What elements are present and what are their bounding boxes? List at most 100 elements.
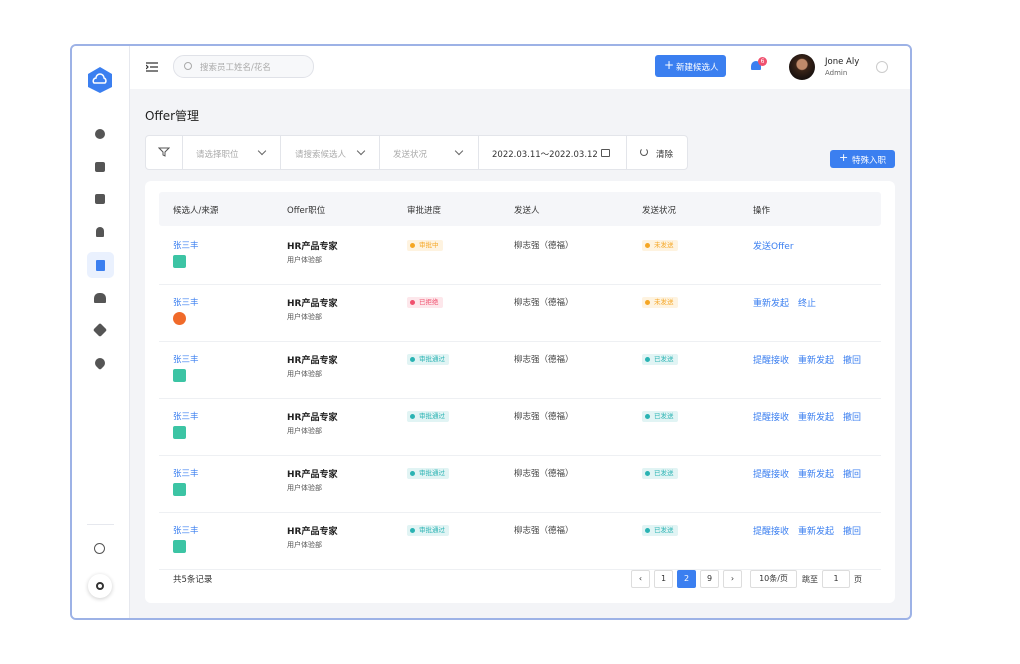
action-link[interactable]: 提醒接收	[753, 413, 790, 423]
nav-user[interactable]	[96, 227, 104, 237]
jump-input[interactable]: 1	[822, 570, 850, 588]
notification-badge: 6	[758, 57, 767, 66]
candidate-name[interactable]: 张三丰	[173, 412, 199, 422]
status-badge: 审批通过	[407, 468, 449, 479]
status-badge: 审批中	[407, 240, 443, 251]
action-link[interactable]: 撤回	[843, 470, 862, 480]
sender: 柳志强（德福）	[514, 355, 574, 365]
clear-button[interactable]: 清除	[656, 150, 674, 160]
page-size-select[interactable]: 10条/页	[750, 570, 797, 588]
nav-team[interactable]	[94, 293, 106, 303]
table-row: 张三丰 HR产品专家 用户体验部 审批中 柳志强（德福） 未发送 发送Offer	[159, 228, 881, 285]
app-window: 搜索员工姓名/花名 + 新建候选人 6 Jone Aly Admin Offer…	[70, 44, 912, 620]
action-link[interactable]: 撤回	[843, 413, 862, 423]
divider	[626, 136, 627, 169]
action-link[interactable]: 提醒接收	[753, 470, 790, 480]
action-link[interactable]: 重新发起	[798, 413, 835, 423]
help-icon[interactable]	[94, 543, 105, 554]
action-link[interactable]: 重新发起	[798, 470, 835, 480]
nav-dashboard[interactable]	[95, 129, 105, 139]
page-unit: 页	[854, 575, 862, 584]
action-link[interactable]: 提醒接收	[753, 356, 790, 366]
nav-layers[interactable]	[92, 322, 108, 338]
user-role: Admin	[825, 69, 848, 77]
plus-icon: +	[664, 58, 675, 72]
status-badge: 未发送	[642, 297, 678, 308]
status-badge: 未发送	[642, 240, 678, 251]
button-label: 特殊入职	[852, 156, 887, 166]
position-name: HR产品专家	[287, 470, 338, 480]
sender: 柳志强（德福）	[514, 412, 574, 422]
action-link[interactable]: 重新发起	[753, 299, 790, 309]
divider	[478, 136, 479, 169]
action-link[interactable]: 重新发起	[798, 356, 835, 366]
settings-button[interactable]	[88, 574, 112, 598]
department: 用户体验部	[287, 484, 322, 492]
page-number[interactable]: 2	[677, 570, 696, 588]
position-name: HR产品专家	[287, 356, 338, 366]
chevron	[454, 146, 464, 156]
status-icon	[410, 471, 415, 476]
special-onboard-button[interactable]: + 特殊入职	[830, 150, 895, 168]
action-link[interactable]: 终止	[798, 299, 817, 309]
filter-bar: 请选择职位 请搜索候选人 发送状况 2022.03.11～2022.03.12 …	[145, 135, 688, 170]
divider	[379, 136, 380, 169]
source-icon	[173, 312, 186, 325]
reset-icon	[640, 148, 648, 156]
action-link[interactable]: 发送Offer	[753, 242, 794, 252]
nav-tasks[interactable]	[95, 162, 105, 172]
chevron	[257, 146, 267, 156]
search-box[interactable]: 搜索员工姓名/花名	[173, 55, 314, 78]
button-label: 新建候选人	[676, 63, 719, 73]
candidate-name[interactable]: 张三丰	[173, 526, 199, 536]
page-number[interactable]: 1	[654, 570, 673, 588]
status-badge: 已发送	[642, 525, 678, 536]
status-icon	[410, 243, 415, 248]
status-badge: 已发送	[642, 468, 678, 479]
column-header: 审批进度	[407, 206, 442, 216]
page-title: Offer管理	[145, 109, 200, 123]
status-badge: 审批通过	[407, 411, 449, 422]
candidate-name[interactable]: 张三丰	[173, 298, 199, 308]
action-link[interactable]: 撤回	[843, 527, 862, 537]
table-row: 张三丰 HR产品专家 用户体验部 审批通过 柳志强（德福） 已发送 提醒接收 重新发起 撤回	[159, 513, 881, 570]
status-icon	[410, 414, 415, 419]
next-page[interactable]: ›	[723, 570, 742, 588]
action-link[interactable]: 重新发起	[798, 527, 835, 537]
status-badge: 审批通过	[407, 354, 449, 365]
source-icon	[173, 426, 186, 439]
table-row: 张三丰 HR产品专家 用户体验部 审批通过 柳志强（德福） 已发送 提醒接收 重新发起 撤回	[159, 342, 881, 399]
nav-calendar[interactable]	[95, 194, 105, 204]
department: 用户体验部	[287, 313, 322, 321]
action-link[interactable]: 提醒接收	[753, 527, 790, 537]
search-icon	[184, 62, 192, 70]
nav-offer[interactable]	[96, 260, 105, 271]
bell-icon[interactable]	[751, 61, 761, 70]
position-name: HR产品专家	[287, 299, 338, 309]
action-link[interactable]: 撤回	[843, 356, 862, 366]
new-candidate-button[interactable]: + 新建候选人	[655, 55, 726, 77]
source-icon	[173, 369, 186, 382]
collapse-icon[interactable]	[146, 62, 158, 72]
status-badge: 已发送	[642, 411, 678, 422]
position-name: HR产品专家	[287, 527, 338, 537]
candidate-name[interactable]: 张三丰	[173, 241, 199, 251]
position-select[interactable]: 请选择职位	[196, 150, 239, 160]
page-number[interactable]: 9	[700, 570, 719, 588]
status-select[interactable]: 发送状况	[393, 150, 428, 160]
status-icon	[410, 300, 415, 305]
candidate-name[interactable]: 张三丰	[173, 469, 199, 479]
table-row: 张三丰 HR产品专家 用户体验部 已拒绝 柳志强（德福） 未发送 重新发起 终止	[159, 285, 881, 342]
user-menu-toggle[interactable]	[876, 61, 888, 73]
column-header: 发送人	[514, 206, 540, 216]
date-range[interactable]: 2022.03.11～2022.03.12	[492, 150, 598, 160]
candidate-select[interactable]: 请搜索候选人	[295, 150, 347, 160]
position-name: HR产品专家	[287, 242, 338, 252]
status-icon	[645, 471, 650, 476]
filter-icon	[158, 147, 170, 157]
prev-page[interactable]: ‹	[631, 570, 650, 588]
avatar[interactable]	[789, 54, 815, 80]
nav-favorite[interactable]	[92, 355, 108, 371]
candidate-name[interactable]: 张三丰	[173, 355, 199, 365]
